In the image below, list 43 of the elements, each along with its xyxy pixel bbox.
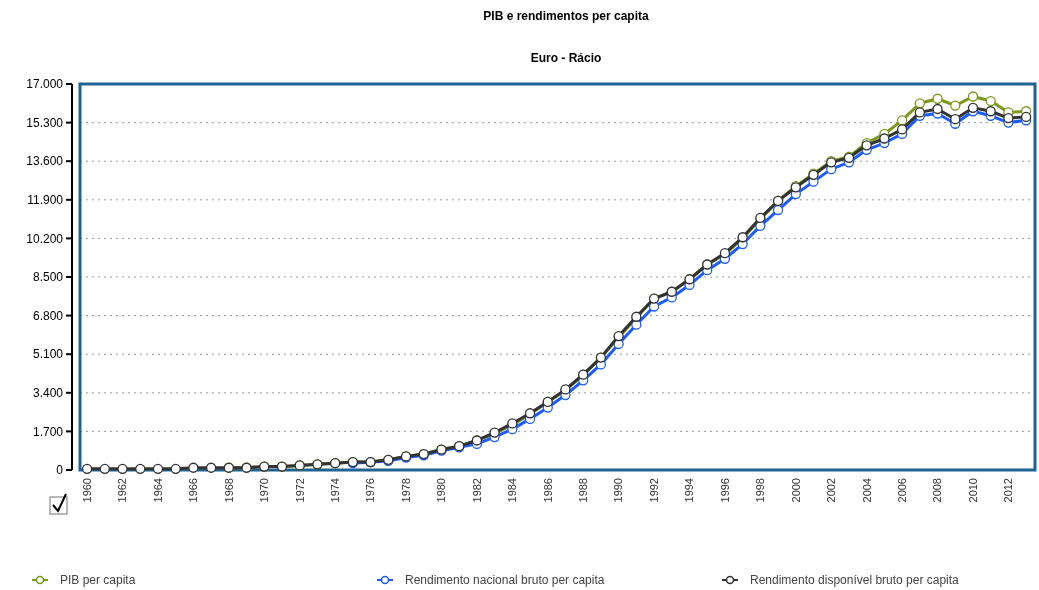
x-tick-label: 1964 bbox=[151, 478, 164, 503]
x-tick-label: 1984 bbox=[506, 478, 519, 503]
x-tick-label: 1982 bbox=[470, 478, 483, 503]
x-tick-label: 1962 bbox=[116, 478, 129, 503]
legend-label: PIB per capita bbox=[60, 573, 136, 588]
x-tick-label: 1978 bbox=[399, 478, 412, 503]
y-tick-label: 1.700 bbox=[32, 424, 64, 439]
x-tick-label: 2002 bbox=[825, 478, 838, 503]
x-tick-label: 2010 bbox=[966, 478, 979, 503]
y-tick-label: 6.800 bbox=[32, 308, 64, 323]
legend-label: Rendimento disponível bruto per capita bbox=[750, 573, 960, 588]
x-tick-label: 2006 bbox=[895, 478, 908, 503]
x-tick-label: 2008 bbox=[931, 478, 944, 503]
x-tick-label: 1966 bbox=[187, 478, 200, 503]
chart-title: PIB e rendimentos per capita bbox=[483, 9, 650, 23]
x-tick-label: 1990 bbox=[612, 478, 625, 503]
legend-label: Rendimento nacional bruto per capita bbox=[405, 573, 605, 588]
x-tick-label: 2000 bbox=[789, 478, 802, 503]
x-tick-label: 1968 bbox=[222, 478, 235, 503]
y-tick-label: 10.200 bbox=[26, 231, 64, 246]
x-tick-label: 1972 bbox=[293, 478, 306, 503]
y-tick-label: 8.500 bbox=[32, 270, 64, 285]
y-tick-label: 11.900 bbox=[27, 193, 64, 207]
y-tick-label: 13.600 bbox=[26, 154, 64, 169]
x-tick-label: 1976 bbox=[364, 478, 377, 503]
y-tick-label: 3.400 bbox=[32, 386, 64, 400]
y-tick-label: 5.100 bbox=[32, 347, 64, 362]
x-tick-label: 1994 bbox=[683, 478, 696, 503]
x-tick-label: 1988 bbox=[577, 478, 590, 503]
x-tick-label: 1980 bbox=[435, 478, 448, 503]
x-tick-label: 2012 bbox=[1002, 478, 1015, 503]
y-tick-label: 0 bbox=[56, 463, 64, 478]
x-tick-label: 2004 bbox=[860, 478, 873, 503]
x-tick-label: 1996 bbox=[718, 478, 731, 503]
x-tick-label: 1992 bbox=[647, 478, 660, 503]
x-tick-label: 1960 bbox=[80, 478, 93, 503]
x-tick-label: 1974 bbox=[328, 478, 341, 503]
y-tick-label: 15.300 bbox=[26, 115, 64, 130]
chart-subtitle: Euro - Rácio bbox=[530, 51, 602, 65]
x-tick-label: 1986 bbox=[541, 478, 554, 503]
y-tick-label: 17.000 bbox=[26, 77, 64, 92]
x-tick-label: 1970 bbox=[258, 478, 271, 503]
x-tick-label: 1998 bbox=[754, 478, 767, 503]
